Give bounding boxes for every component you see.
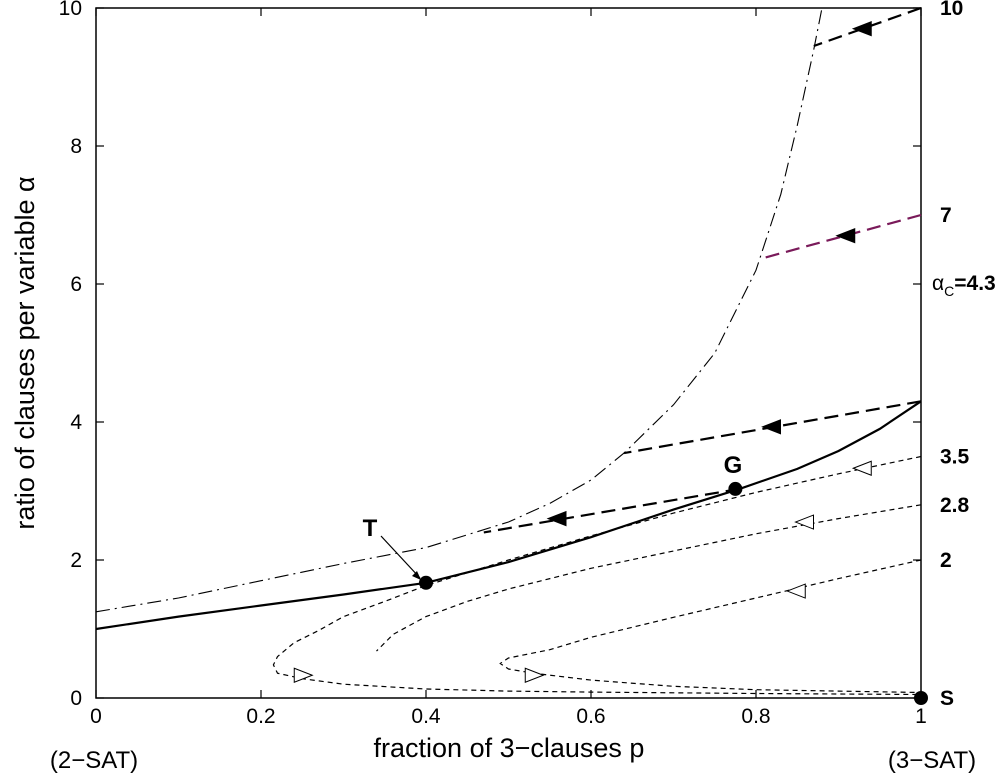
label-G: G [724,452,743,479]
series-line-6 [813,6,922,48]
x-tick-label: 0 [90,705,102,728]
arrow-head-filled [546,510,567,527]
plot-area [95,7,922,699]
x-tick-label: 1 [915,705,927,728]
point-G [728,481,743,496]
arrow-head-open [794,514,814,530]
right-labels: 10 7 3.5 2.8 2 S [940,0,970,710]
label-T: T [363,515,378,542]
arrow-head-open [293,667,314,683]
series-line-9 [483,487,740,534]
data-points [419,481,928,705]
series-line-2 [95,7,823,613]
series-line-3 [272,455,922,696]
y-tick-label: 8 [70,135,82,158]
alpha-c-subscript: C [944,283,954,299]
series-line-4 [376,504,922,652]
right-label-7: 7 [940,204,952,227]
right-label-s: S [940,687,954,710]
x-tick-label: 0.2 [246,705,275,728]
x-extra-label-right: (3−SAT) [888,747,976,774]
y-tick-label: 10 [59,0,82,20]
arrow-head-open [785,583,806,599]
flow-arrows [293,20,872,683]
arrow-head-open [524,667,545,683]
series-line-7 [764,213,922,259]
label-T-pointer-head [412,571,421,580]
arrow-head-open [851,460,872,476]
right-label-2-8: 2.8 [940,494,970,517]
point-S [914,691,928,705]
y-tick-label: 6 [70,273,82,296]
x-tick-label: 0.4 [411,705,441,728]
alpha-c-label: αC=4.3 [932,272,996,299]
x-extra-label-left: (2−SAT) [50,747,138,774]
arrow-head-filled [851,20,872,37]
point-T [419,575,433,590]
alpha-c-value: =4.3 [954,272,995,295]
y-tick-label: 2 [70,549,82,572]
arrow-head-filled [835,227,856,244]
series-line-5 [499,559,922,694]
x-tick-label: 0.8 [741,705,770,728]
right-label-10: 10 [940,0,963,20]
y-tick-label: 0 [70,687,82,710]
series-line-1 [95,400,922,631]
arrow-head-filled [761,419,781,435]
x-tick-label: 0.6 [576,705,605,728]
alpha-c-symbol: α [932,272,944,295]
y-axis-title: ratio of clauses per variable α [10,176,40,529]
right-label-3-5: 3.5 [940,446,970,469]
label-T-pointer [380,535,421,579]
right-label-2: 2 [940,549,952,572]
y-tick-label: 4 [70,411,82,434]
x-axis-title: fraction of 3−clauses p [374,733,645,763]
